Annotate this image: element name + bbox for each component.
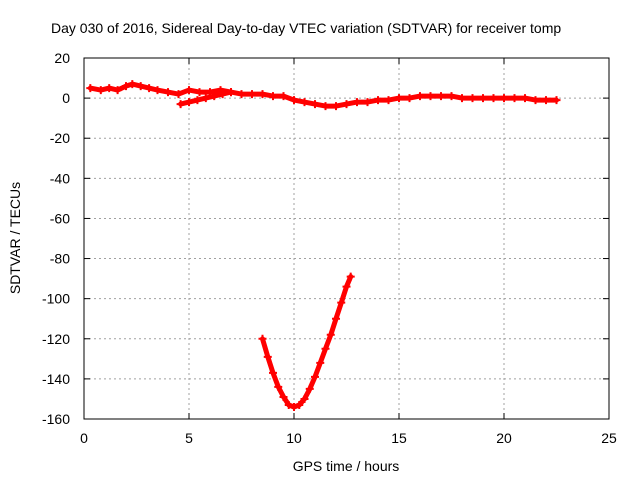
data-point [248,90,256,99]
data-marks [86,80,561,411]
data-point [274,382,283,391]
data-point [321,102,330,111]
data-point [346,272,355,281]
data-point [258,334,267,343]
data-point [174,90,183,99]
data-point [122,82,130,91]
data-point [210,92,219,101]
y-tick-label: -60 [50,210,70,226]
axis-ticks [83,57,610,420]
data-point [458,94,466,103]
data-point [269,368,277,377]
data-point [263,352,272,361]
data-point [332,314,340,323]
data-point [405,94,414,103]
y-tick-label: -80 [50,251,70,267]
data-point [552,96,561,105]
series-satellite-track-2 [176,88,235,109]
data-point [269,92,277,101]
data-point [311,100,319,109]
series-band [87,81,559,109]
y-axis-label: SDTVAR / TECUs [7,182,23,294]
data-point [290,96,298,105]
y-tick-label: -160 [42,411,70,427]
y-tick-label: -120 [42,331,70,347]
data-point [105,84,114,93]
data-point [305,384,314,393]
x-tick-label: 25 [601,430,617,446]
data-point [153,86,162,95]
chart-title: Day 030 of 2016, Sidereal Day-to-day VTE… [51,20,561,36]
data-point [416,92,424,101]
data-point [342,100,351,109]
data-point [201,94,210,103]
y-tick-label: 0 [62,90,70,106]
data-point [113,86,122,95]
data-point [510,94,519,103]
data-point [479,94,487,103]
data-point [468,94,477,103]
data-point [300,98,309,107]
series-satellite-track-1 [86,80,561,111]
data-point [321,344,330,353]
data-point [279,392,288,401]
data-point [96,86,105,95]
data-point [284,400,293,409]
data-point [145,84,154,93]
data-point [185,86,193,95]
data-point [342,282,351,291]
data-point [363,98,372,107]
data-point [128,80,137,89]
data-point [531,96,540,105]
data-point [279,92,288,101]
y-tick-label: -20 [50,130,70,146]
x-tick-label: 10 [286,430,302,446]
series-satellite-track-3 [258,272,355,411]
data-point [332,102,340,111]
x-tick-label: 15 [391,430,407,446]
data-point [426,92,435,101]
data-point [500,94,508,103]
data-point [185,98,193,107]
data-point [136,82,145,91]
data-point [521,94,529,103]
data-point [447,92,456,101]
tick-labels: 0 5 10 15 20 25 20 0 -20 -40 -60 -80 -100 -120 -140 -16… [42,50,617,446]
data-point [295,400,304,409]
data-point [176,100,185,109]
data-point [300,394,309,403]
data-point [237,90,246,99]
data-point [353,98,361,107]
data-point [316,358,325,367]
x-tick-label: 5 [185,430,193,446]
data-point [258,90,267,99]
y-tick-label: -140 [42,371,70,387]
data-point [326,330,335,339]
data-point [437,92,445,101]
x-tick-label: 20 [496,430,512,446]
y-tick-label: -100 [42,291,70,307]
grid [84,58,609,419]
data-point [311,372,319,381]
data-point [227,88,235,97]
data-point [489,94,498,103]
data-point [374,96,382,105]
data-point [395,94,403,103]
data-point [193,96,202,105]
data-point [384,96,393,105]
data-point [218,90,227,99]
x-axis-label: GPS time / hours [293,458,400,474]
y-tick-label: -40 [50,170,70,186]
data-point [542,96,550,105]
data-point [290,402,298,411]
data-point [164,88,172,97]
data-point [337,298,346,307]
data-point [86,84,95,93]
data-point [195,88,204,97]
plot-frame [83,57,610,420]
x-tick-label: 0 [80,430,88,446]
y-tick-label: 20 [54,50,70,66]
